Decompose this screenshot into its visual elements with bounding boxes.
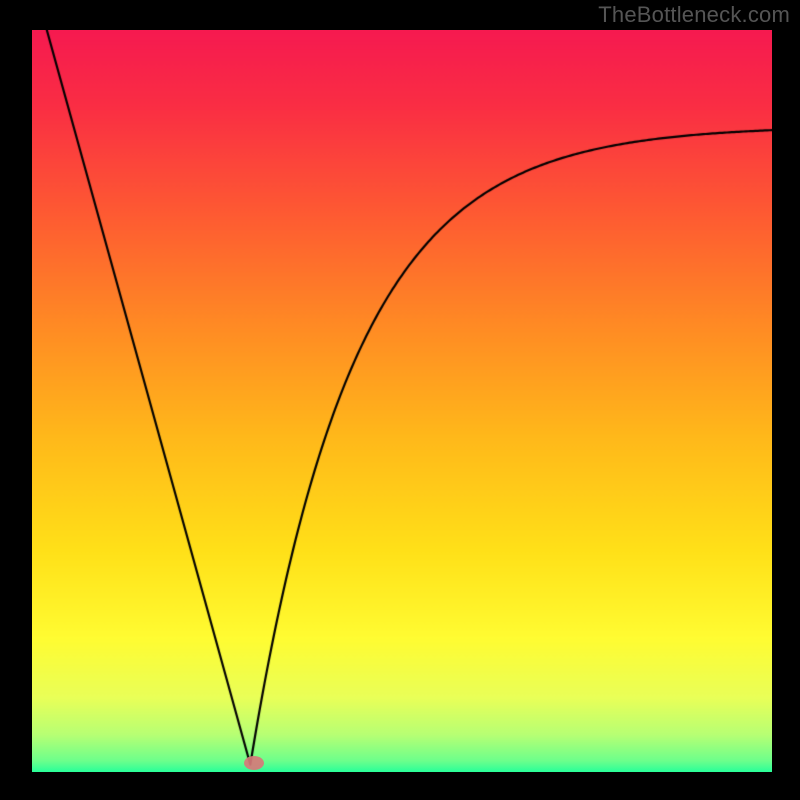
bottleneck-curve (32, 30, 772, 772)
minimum-marker (244, 756, 264, 770)
chart-outer-frame: TheBottleneck.com (0, 0, 800, 800)
plot-area (32, 30, 772, 772)
watermark-text: TheBottleneck.com (598, 2, 790, 28)
